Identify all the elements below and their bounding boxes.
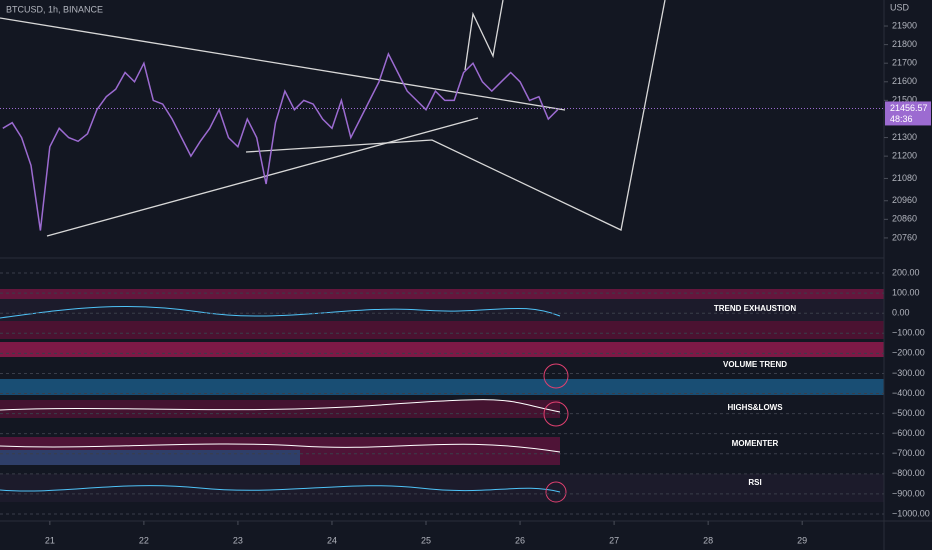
x-tick-label: 28: [703, 535, 713, 545]
ind-tick-label: −300.00: [892, 368, 925, 378]
y-tick-label: 21900: [892, 20, 917, 30]
projection: [245, 0, 666, 231]
osc-line: [0, 305, 561, 319]
x-tick-label: 26: [515, 535, 525, 545]
x-tick-label: 25: [421, 535, 431, 545]
projection: [464, 0, 504, 71]
ind-tick-label: −700.00: [892, 448, 925, 458]
ind-tick-label: 200.00: [892, 267, 920, 277]
drawings: [0, 0, 666, 237]
trendline: [0, 17, 566, 111]
ind-tick-label: 0.00: [892, 308, 910, 318]
y-tick-label: 21800: [892, 39, 917, 49]
band: [0, 450, 300, 465]
y-tick-label: 20760: [892, 232, 917, 242]
last-price-box: [885, 101, 931, 126]
indicator-name: MOMENTER: [732, 439, 779, 448]
y-tick-label: 21300: [892, 132, 917, 142]
indicator-name: VOLUME TREND: [723, 360, 787, 369]
y-tick-label: 21080: [892, 173, 917, 183]
countdown: 48:36: [890, 114, 913, 124]
ind-tick-label: −1000.00: [892, 508, 930, 518]
band: [0, 342, 884, 357]
marker-circle: [543, 401, 569, 427]
y-tick-label: 21500: [892, 95, 917, 105]
ind-tick-label: −900.00: [892, 488, 925, 498]
x-tick-label: 22: [139, 535, 149, 545]
indicator-name: RSI: [748, 478, 761, 487]
ind-tick-label: −100.00: [892, 328, 925, 338]
band: [0, 321, 884, 339]
band: [0, 379, 884, 395]
y-tick-label: 21600: [892, 76, 917, 86]
band: [0, 299, 884, 321]
x-tick-label: 27: [609, 535, 619, 545]
price-line: [2, 51, 559, 231]
ind-tick-label: −500.00: [892, 408, 925, 418]
marker-circle: [545, 481, 567, 503]
band: [0, 474, 884, 502]
trendline: [46, 117, 479, 237]
indicator-name: HIGHS&LOWS: [727, 403, 783, 412]
y-tick-label: 21200: [892, 151, 917, 161]
ind-tick-label: −600.00: [892, 428, 925, 438]
marker-circle: [543, 363, 569, 389]
ind-tick-label: 100.00: [892, 288, 920, 298]
band: [0, 289, 884, 299]
osc-line: [0, 399, 561, 413]
x-tick-label: 29: [797, 535, 807, 545]
symbol-title: BTCUSD, 1h, BINANCE: [6, 4, 103, 14]
currency: USD: [890, 2, 910, 12]
x-tick-label: 24: [327, 535, 337, 545]
ind-tick-label: −200.00: [892, 348, 925, 358]
indicator-bands: [0, 289, 884, 503]
indicator-name: TREND EXHAUSTION: [714, 304, 796, 313]
ind-tick-label: −800.00: [892, 468, 925, 478]
x-tick-label: 23: [233, 535, 243, 545]
y-tick-label: 21700: [892, 58, 917, 68]
osc-line: [0, 443, 561, 453]
y-tick-label: 20860: [892, 214, 917, 224]
last-price-label: 21456.57: [890, 103, 928, 113]
ind-tick-label: −400.00: [892, 388, 925, 398]
osc-line: [0, 485, 561, 493]
x-tick-label: 21: [45, 535, 55, 545]
y-tick-label: 20960: [892, 195, 917, 205]
